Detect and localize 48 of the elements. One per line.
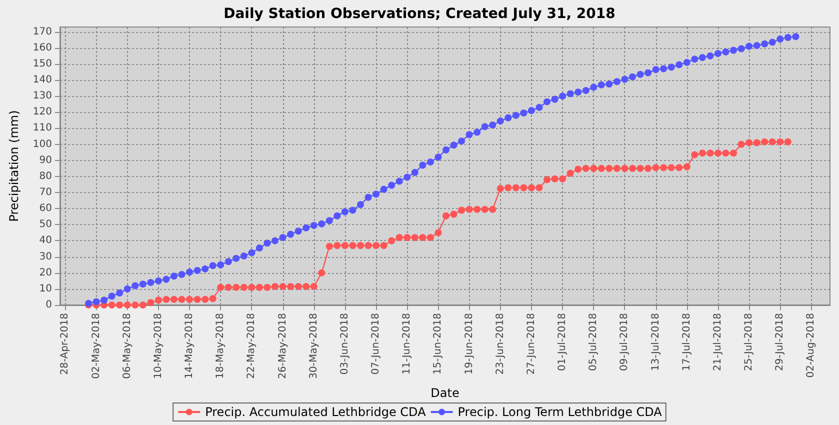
y-tick-label: 120 xyxy=(32,106,52,118)
x-tick-label: 07-Jun-2018 xyxy=(370,313,382,375)
x-tick-label: 17-Jul-2018 xyxy=(681,313,692,372)
x-tick-label: 14-May-2018 xyxy=(184,313,196,379)
x-tick-label: 02-Aug-2018 xyxy=(806,313,817,378)
x-tick-label: 29-Jul-2018 xyxy=(774,313,786,372)
x-axis-title: Date xyxy=(430,386,460,400)
y-tick-label: 70 xyxy=(39,187,52,198)
x-tick-label: 23-Jun-2018 xyxy=(494,313,506,375)
x-tick-label: 11-Jun-2018 xyxy=(402,313,413,375)
y-tick-label: 110 xyxy=(32,122,52,134)
x-tick-label: 03-Jun-2018 xyxy=(339,313,350,375)
x-tick-label: 15-Jun-2018 xyxy=(432,313,444,375)
y-tick-label: 10 xyxy=(39,283,52,294)
y-tick-label: 130 xyxy=(32,90,52,102)
y-axis-title: Precipitation (mm) xyxy=(7,110,21,222)
x-tick-label: 22-May-2018 xyxy=(246,313,258,379)
x-tick-label: 26-May-2018 xyxy=(277,313,288,379)
x-tick-label: 19-Jun-2018 xyxy=(464,313,475,375)
x-tick-label: 21-Jul-2018 xyxy=(712,313,724,372)
y-tick-label: 160 xyxy=(32,42,52,54)
x-tick-label: 09-Jul-2018 xyxy=(619,313,630,372)
x-tick-label: 25-Jul-2018 xyxy=(744,313,755,372)
y-tick-label: 30 xyxy=(39,251,52,262)
x-tick-label: 27-Jun-2018 xyxy=(526,313,537,375)
x-tick-label: 28-Apr-2018 xyxy=(60,313,71,375)
legend-label: Precip. Accumulated Lethbridge CDA xyxy=(205,405,427,419)
y-tick-label: 100 xyxy=(32,138,52,150)
y-tick-label: 20 xyxy=(39,267,52,278)
chart-title: Daily Station Observations; Created July 31, 2018 xyxy=(224,6,616,22)
y-tick-label: 60 xyxy=(39,203,52,214)
x-tick-label: 10-May-2018 xyxy=(152,313,164,379)
x-tick-label: 06-May-2018 xyxy=(122,313,133,379)
x-tick-label: 01-Jul-2018 xyxy=(557,313,568,372)
y-tick-label: 0 xyxy=(46,300,52,310)
x-tick-label: 05-Jul-2018 xyxy=(588,313,600,372)
y-tick-label: 40 xyxy=(39,235,52,246)
y-tick-label: 50 xyxy=(39,219,52,230)
x-tick-label: 30-May-2018 xyxy=(308,313,320,379)
y-tick-label: 90 xyxy=(39,154,52,166)
x-tick-label: 13-Jul-2018 xyxy=(650,313,662,372)
y-tick-label: 140 xyxy=(32,74,52,86)
legend-label: Precip. Long Term Lethbridge CDA xyxy=(458,405,663,419)
y-tick-label: 80 xyxy=(39,170,52,182)
y-tick-label: 170 xyxy=(32,26,52,38)
x-tick-label: 18-May-2018 xyxy=(215,313,226,379)
x-tick-label: 02-May-2018 xyxy=(90,313,102,379)
y-tick-label: 150 xyxy=(32,58,52,70)
